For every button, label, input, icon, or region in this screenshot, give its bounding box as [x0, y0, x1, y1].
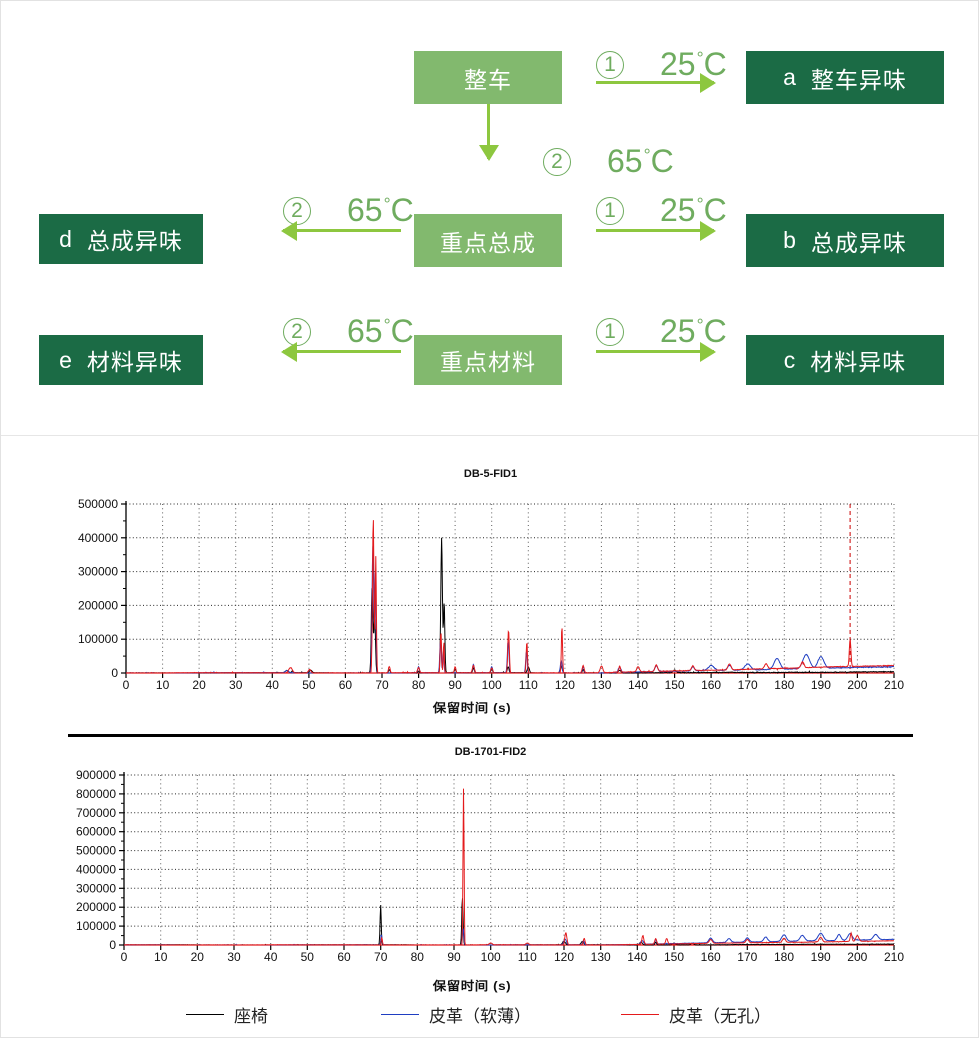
svg-text:130: 130: [591, 678, 611, 692]
svg-text:300000: 300000: [76, 881, 116, 895]
svg-text:100000: 100000: [78, 632, 118, 646]
svg-text:60: 60: [337, 950, 351, 964]
svg-text:0: 0: [123, 678, 130, 692]
svg-text:10: 10: [156, 678, 170, 692]
svg-text:70: 70: [374, 950, 388, 964]
svg-text:70: 70: [375, 678, 389, 692]
svg-text:0: 0: [111, 666, 118, 680]
svg-text:40: 40: [264, 950, 278, 964]
svg-text:140: 140: [628, 678, 648, 692]
svg-text:700000: 700000: [76, 806, 116, 820]
svg-text:90: 90: [448, 678, 462, 692]
svg-text:170: 170: [738, 678, 758, 692]
svg-text:150: 150: [664, 950, 684, 964]
svg-text:80: 80: [411, 950, 425, 964]
svg-text:800000: 800000: [76, 787, 116, 801]
svg-text:100: 100: [481, 950, 501, 964]
svg-text:160: 160: [701, 950, 721, 964]
svg-text:500000: 500000: [78, 497, 118, 511]
svg-text:20: 20: [191, 950, 205, 964]
svg-text:140: 140: [627, 950, 647, 964]
svg-text:200000: 200000: [78, 598, 118, 612]
svg-text:210: 210: [884, 950, 904, 964]
svg-text:130: 130: [591, 950, 611, 964]
svg-text:0: 0: [121, 950, 128, 964]
svg-text:500000: 500000: [76, 844, 116, 858]
svg-text:190: 190: [811, 950, 831, 964]
svg-text:400000: 400000: [76, 862, 116, 876]
svg-text:300000: 300000: [78, 565, 118, 579]
svg-text:50: 50: [301, 950, 315, 964]
svg-text:30: 30: [227, 950, 241, 964]
svg-text:900000: 900000: [76, 768, 116, 782]
svg-text:180: 180: [774, 950, 794, 964]
svg-text:200: 200: [847, 678, 867, 692]
svg-text:30: 30: [229, 678, 243, 692]
svg-text:600000: 600000: [76, 825, 116, 839]
svg-text:100000: 100000: [76, 919, 116, 933]
svg-text:110: 110: [518, 950, 537, 964]
svg-text:200000: 200000: [76, 900, 116, 914]
svg-text:150: 150: [665, 678, 685, 692]
svg-text:210: 210: [884, 678, 904, 692]
svg-text:20: 20: [192, 678, 206, 692]
svg-text:120: 120: [554, 950, 574, 964]
svg-text:400000: 400000: [78, 531, 118, 545]
svg-text:170: 170: [737, 950, 757, 964]
svg-text:90: 90: [447, 950, 461, 964]
svg-text:160: 160: [701, 678, 721, 692]
svg-text:190: 190: [811, 678, 831, 692]
svg-text:100: 100: [482, 678, 502, 692]
svg-text:0: 0: [109, 938, 116, 952]
svg-text:200: 200: [847, 950, 867, 964]
svg-text:120: 120: [555, 678, 575, 692]
svg-text:60: 60: [339, 678, 353, 692]
svg-text:50: 50: [302, 678, 316, 692]
svg-text:110: 110: [519, 678, 538, 692]
svg-text:10: 10: [154, 950, 168, 964]
svg-text:40: 40: [266, 678, 280, 692]
svg-text:80: 80: [412, 678, 426, 692]
svg-text:180: 180: [774, 678, 794, 692]
